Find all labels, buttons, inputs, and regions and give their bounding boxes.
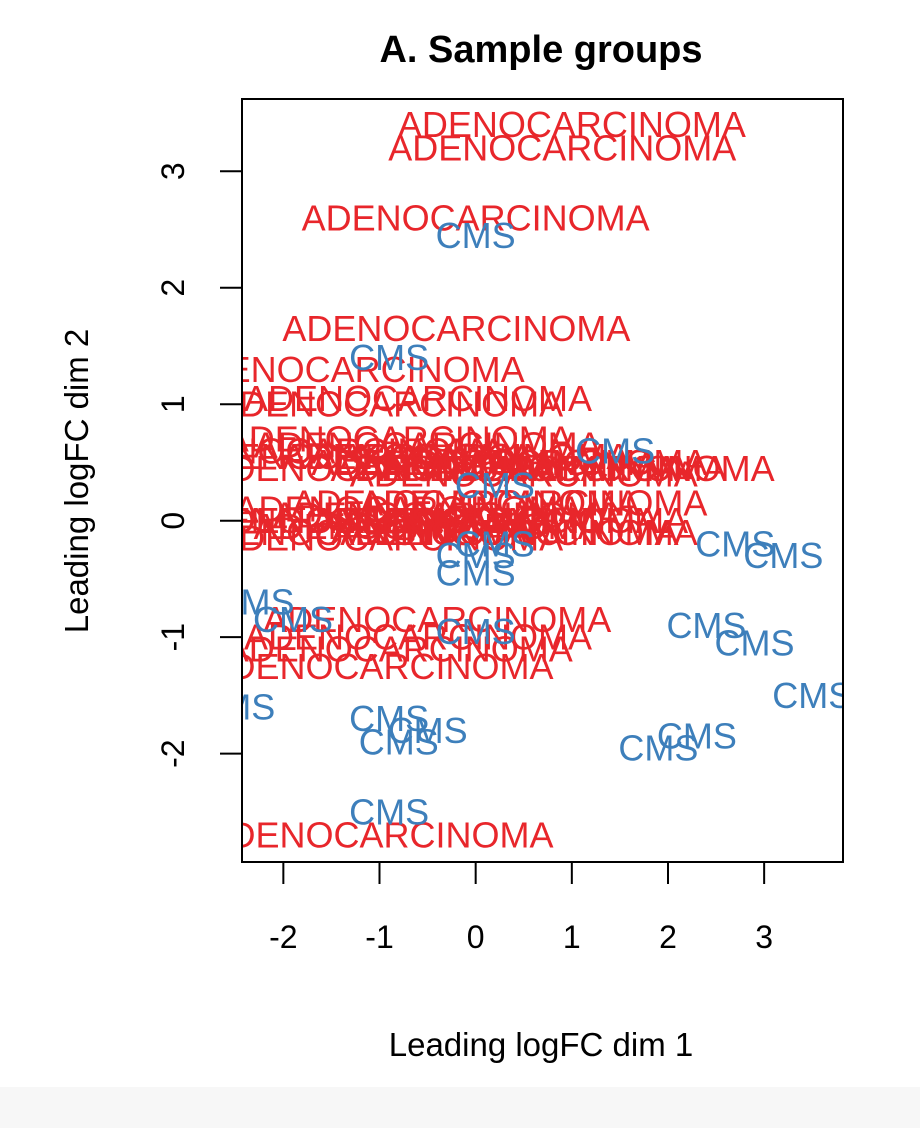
point-label-adenocarcinoma-34: ADENOCARCINOMA xyxy=(225,628,573,669)
point-label-adenocarcinoma-13: ADENOCARCINOMA xyxy=(379,448,727,489)
point-label-cms-2: CMS xyxy=(575,430,655,471)
point-label-adenocarcinoma-11: ADENOCARCINOMA xyxy=(331,448,679,489)
point-label-cms-12: CMS xyxy=(715,623,795,664)
point-label-cms-19: CMS xyxy=(657,716,737,757)
point-label-adenocarcinoma-14: ADENOCARCINOMA xyxy=(186,436,534,477)
y-tick-label: -2 xyxy=(155,739,191,767)
point-label-adenocarcinoma-24: ADENOCARCINOMA xyxy=(340,500,688,541)
point-label-cms-15: CMS xyxy=(195,687,275,728)
point-label-cms-3: CMS xyxy=(455,465,535,506)
point-label-adenocarcinoma-22: ADENOCARCINOMA xyxy=(273,494,621,535)
point-label-adenocarcinoma-10: ADENOCARCINOMA xyxy=(311,442,659,483)
point-label-adenocarcinoma-26: ADENOCARCINOMA xyxy=(254,506,602,547)
point-label-adenocarcinoma-29: ADENOCARCINOMA xyxy=(186,512,534,553)
chart-title: A. Sample groups xyxy=(379,29,702,71)
point-label-adenocarcinoma-33: ADENOCARCINOMA xyxy=(244,617,592,658)
point-label-cms-1: CMS xyxy=(349,337,429,378)
x-axis-title: Leading logFC dim 1 xyxy=(389,1026,694,1063)
point-label-cms-7: CMS xyxy=(695,523,775,564)
point-label-adenocarcinoma-2: ADENOCARCINOMA xyxy=(302,197,650,238)
point-label-adenocarcinoma-12: ADENOCARCINOMA xyxy=(359,442,707,483)
point-label-adenocarcinoma-0: ADENOCARCINOMA xyxy=(398,104,746,145)
y-tick-label: 1 xyxy=(155,395,191,413)
x-tick-label: -2 xyxy=(269,919,297,955)
point-label-cms-18: CMS xyxy=(359,722,439,763)
point-label-adenocarcinoma-16: ADENOCARCINOMA xyxy=(350,454,698,495)
point-label-adenocarcinoma-35: ADENOCARCINOMA xyxy=(205,646,553,687)
point-label-adenocarcinoma-20: ADENOCARCINOMA xyxy=(359,483,707,524)
point-label-adenocarcinoma-3: ADENOCARCINOMA xyxy=(282,308,630,349)
point-label-adenocarcinoma-9: ADENOCARCINOMA xyxy=(282,436,630,477)
point-label-cms-4: CMS xyxy=(455,523,535,564)
plot-frame xyxy=(241,98,844,863)
y-tick-label: 2 xyxy=(155,279,191,297)
point-label-adenocarcinoma-31: ADENOCARCINOMA xyxy=(331,512,679,553)
y-tick-label: 0 xyxy=(155,512,191,530)
point-label-adenocarcinoma-23: ADENOCARCINOMA xyxy=(311,500,659,541)
bottom-band xyxy=(0,1087,920,1128)
point-label-cms-20: CMS xyxy=(618,727,698,768)
point-label-adenocarcinoma-19: ADENOCARCINOMA xyxy=(292,483,640,524)
y-axis-title: Leading logFC dim 2 xyxy=(58,329,95,634)
y-tick-label: 3 xyxy=(155,162,191,180)
point-label-adenocarcinoma-30: ADENOCARCINOMA xyxy=(350,512,698,553)
x-tick-label: 3 xyxy=(755,919,773,955)
point-label-cms-0: CMS xyxy=(436,215,516,256)
point-label-cms-10: CMS xyxy=(253,599,333,640)
y-tick-label: -1 xyxy=(155,623,191,651)
point-label-adenocarcinoma-15: ADENOCARCINOMA xyxy=(157,430,505,471)
x-tick-label: 2 xyxy=(659,919,677,955)
x-tick-label: 1 xyxy=(563,919,581,955)
point-label-adenocarcinoma-17: ADENOCARCINOMA xyxy=(205,448,553,489)
point-label-cms-17: CMS xyxy=(388,710,468,751)
point-label-adenocarcinoma-1: ADENOCARCINOMA xyxy=(388,127,736,168)
point-label-adenocarcinoma-7: ADENOCARCINOMA xyxy=(225,419,573,460)
point-label-cms-5: CMS xyxy=(436,535,516,576)
point-label-adenocarcinoma-36: ADENOCARCINOMA xyxy=(205,815,553,856)
point-label-cms-14: CMS xyxy=(772,675,852,716)
point-label-adenocarcinoma-27: ADENOCARCINOMA xyxy=(177,500,525,541)
point-label-cms-16: CMS xyxy=(349,698,429,739)
point-label-adenocarcinoma-4: ADENOCARCINOMA xyxy=(177,349,525,390)
x-tick-label: -1 xyxy=(365,919,393,955)
x-tick-label: 0 xyxy=(467,919,485,955)
point-label-cms-8: CMS xyxy=(743,535,823,576)
point-label-adenocarcinoma-6: ADENOCARCINOMA xyxy=(215,384,563,425)
point-label-adenocarcinoma-32: ADENOCARCINOMA xyxy=(263,599,611,640)
point-label-adenocarcinoma-5: ADENOCARCINOMA xyxy=(244,378,592,419)
point-label-cms-11: CMS xyxy=(666,605,746,646)
point-label-cms-6: CMS xyxy=(436,553,516,594)
point-label-cms-9: CMS xyxy=(215,582,295,623)
point-label-adenocarcinoma-18: ADENOCARCINOMA xyxy=(427,448,775,489)
point-label-adenocarcinoma-21: ADENOCARCINOMA xyxy=(234,489,582,530)
point-label-adenocarcinoma-8: ADENOCARCINOMA xyxy=(254,424,602,465)
point-label-cms-13: CMS xyxy=(436,611,516,652)
point-label-adenocarcinoma-28: ADENOCARCINOMA xyxy=(215,518,563,559)
point-label-adenocarcinoma-25: ADENOCARCINOMA xyxy=(205,500,553,541)
point-label-cms-21: CMS xyxy=(349,791,429,832)
